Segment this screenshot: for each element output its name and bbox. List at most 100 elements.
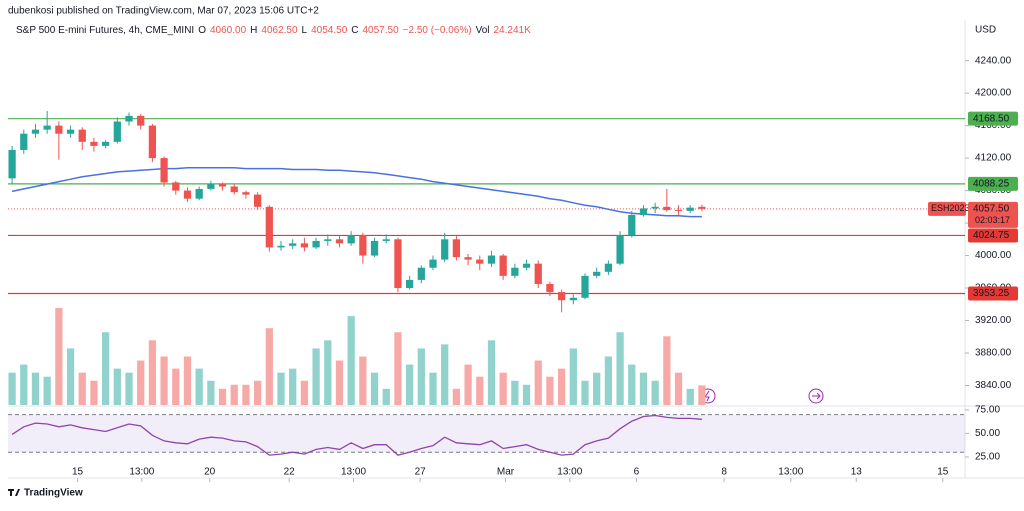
volume-bar	[242, 384, 250, 405]
volume-bar	[137, 360, 145, 405]
candle-body	[686, 207, 694, 211]
candle-body	[207, 184, 215, 189]
volume-bar	[441, 344, 449, 405]
candle-body	[499, 255, 507, 276]
volume-bar	[476, 376, 484, 405]
y-tick-label: 4120.00	[975, 153, 1012, 164]
candle-body	[639, 208, 648, 215]
volume-bar	[277, 372, 285, 405]
volume-bar	[55, 308, 63, 405]
symbol-label: ESH2023	[931, 203, 970, 213]
volume-bar	[289, 368, 297, 405]
rsi-tick-label: 75.00	[975, 405, 1000, 416]
legend-item: S&P 500 E-mini Futures, 4h, CME_MINI	[16, 25, 194, 36]
candle-body	[218, 184, 227, 187]
level-badge	[968, 286, 1018, 301]
candle-body	[476, 259, 484, 264]
level-label: 4168.50	[973, 113, 1010, 124]
volume-bar	[394, 332, 402, 405]
candle-body	[452, 239, 461, 258]
y-tick-label: 4000.00	[975, 250, 1012, 261]
volume-bar	[464, 364, 472, 405]
volume-bar	[487, 340, 496, 405]
volume-bar	[265, 328, 273, 405]
y-tick-label: 3920.00	[975, 315, 1012, 326]
volume-bar	[499, 372, 507, 405]
candle-body	[546, 283, 554, 293]
candle-body	[557, 292, 566, 301]
volume-bar	[300, 380, 309, 405]
volume-bar	[78, 372, 86, 405]
x-tick-label: Mar	[497, 467, 515, 478]
rsi-tick-label: 25.00	[975, 452, 1000, 463]
x-tick-label: 20	[204, 467, 216, 478]
candle-body	[78, 129, 86, 142]
y-tick-label: 3880.00	[975, 348, 1012, 359]
volume-bar	[207, 380, 215, 405]
candle-body	[324, 239, 332, 241]
candle-body	[43, 125, 51, 130]
countdown: 02:03:17	[975, 215, 1010, 225]
volume-bar	[90, 380, 98, 405]
legend-item: L	[302, 25, 308, 36]
candle-body	[417, 267, 425, 280]
volume-bar	[651, 380, 659, 405]
candle-body	[183, 190, 192, 199]
rsi-line	[11, 414, 702, 456]
candle-body	[616, 235, 624, 264]
level-label: 4088.25	[973, 179, 1010, 190]
volume-bar	[218, 388, 227, 405]
candle-body	[511, 267, 519, 276]
volume-bar	[125, 372, 133, 405]
legend-item: C	[351, 25, 358, 36]
candle-body	[31, 129, 40, 134]
candle-body	[370, 240, 379, 256]
candle-body	[242, 192, 250, 195]
candle-body	[674, 210, 683, 212]
price-badge	[968, 201, 1018, 228]
volume-bar	[160, 356, 168, 405]
candle-body	[102, 141, 110, 146]
candle-body	[487, 255, 496, 264]
level-label: 4024.75	[973, 230, 1010, 241]
candle-body	[55, 125, 63, 134]
candle-body	[382, 239, 390, 241]
level-badge	[968, 111, 1018, 126]
volume-bar	[674, 372, 683, 405]
y-tick-label: 4240.00	[975, 55, 1012, 66]
candle-body	[335, 239, 344, 244]
legend-item: 4054.50	[311, 25, 348, 36]
x-tick-label: 13:00	[341, 467, 366, 478]
volume-bar	[698, 385, 706, 405]
x-tick-label: 15	[937, 467, 949, 478]
candle-body	[8, 149, 16, 179]
x-tick-label: 15	[72, 467, 84, 478]
forward-icon[interactable]	[808, 388, 824, 404]
rsi-tick-label: 50.00	[975, 428, 1000, 439]
x-tick-label: 13:00	[557, 467, 582, 478]
legend-item: 4060.00	[210, 25, 247, 36]
candle-body	[429, 259, 437, 268]
candle-body	[254, 194, 262, 207]
volume-bar	[8, 372, 16, 405]
volume-bar	[347, 316, 355, 405]
volume-bar	[20, 364, 28, 405]
legend-text: S&P 500 E-mini Futures, 4h, CME_MINI O 406…	[16, 25, 531, 36]
volume-bar	[686, 388, 694, 405]
volume-bar	[335, 360, 344, 405]
volume-bar	[511, 380, 519, 405]
candle-body	[698, 206, 706, 209]
candle-body	[569, 297, 577, 301]
volume-bar	[113, 368, 121, 405]
volume-bar	[43, 376, 51, 405]
candle-body	[113, 121, 121, 142]
candle-body	[300, 243, 309, 248]
candle-body	[394, 239, 402, 289]
price-label: 4057.50	[973, 203, 1010, 214]
y-tick-label: 3840.00	[975, 380, 1012, 391]
volume-bar	[569, 348, 577, 405]
symbol-badge	[928, 201, 966, 216]
candle-body	[464, 257, 472, 260]
candle-body	[289, 243, 297, 246]
